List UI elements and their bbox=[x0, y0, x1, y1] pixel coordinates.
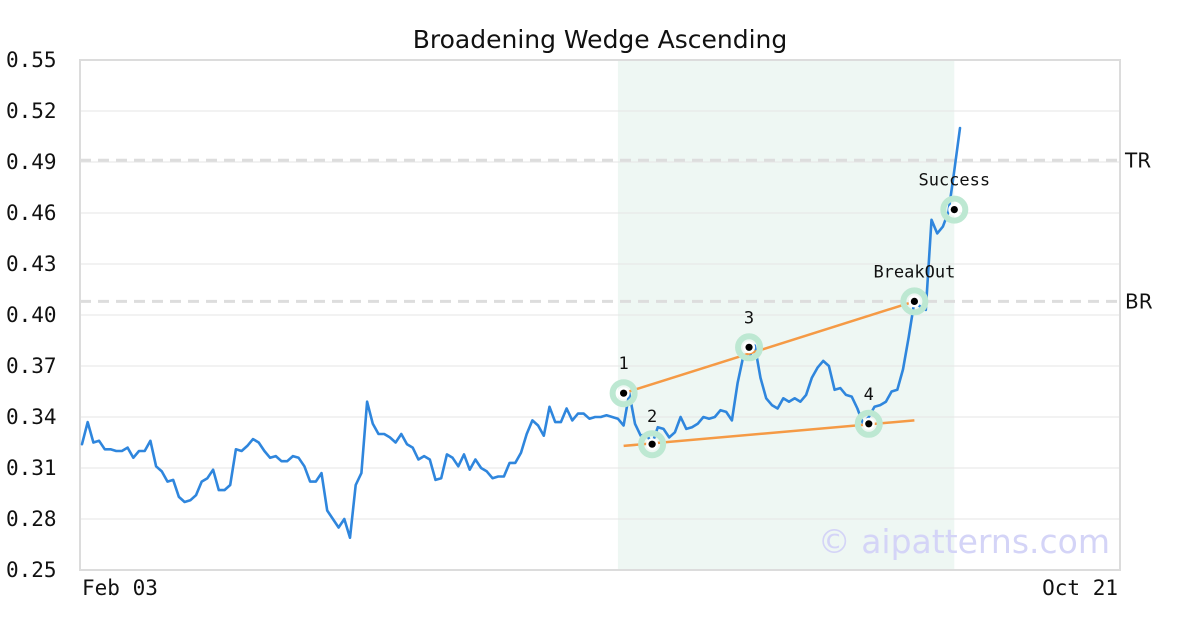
plot-frame bbox=[79, 59, 1121, 571]
pattern-point-4-marker bbox=[865, 420, 873, 428]
y-tick-label: 0.31 bbox=[6, 456, 57, 480]
price-line bbox=[80, 126, 962, 539]
chart-title: Broadening Wedge Ascending bbox=[413, 25, 788, 54]
y-tick-label: 0.46 bbox=[6, 201, 57, 225]
x-tick-label: Oct 21 bbox=[1042, 576, 1118, 600]
success-point-halo bbox=[940, 195, 969, 224]
upper-trendline bbox=[623, 300, 915, 395]
pattern-point-4-label: 4 bbox=[864, 385, 874, 405]
pattern-point-4-halo bbox=[854, 409, 883, 438]
pattern-point-2-marker bbox=[648, 440, 656, 448]
pattern-point-3-halo bbox=[735, 333, 764, 362]
breakout-point-halo bbox=[900, 287, 929, 316]
pattern-points: 1 2 3 4 BreakOut Success bbox=[609, 171, 990, 459]
price-series bbox=[80, 126, 962, 539]
pattern-point-1-label: 1 bbox=[618, 354, 628, 374]
reference-line-label: TR bbox=[1124, 148, 1151, 172]
y-tick-label: 0.37 bbox=[6, 354, 57, 378]
success-point-label: Success bbox=[918, 171, 990, 191]
success-point-marker bbox=[950, 206, 958, 214]
pattern-point-2-label: 2 bbox=[647, 407, 657, 427]
pattern-point-1-halo bbox=[609, 379, 638, 408]
breakout-point-label: BreakOut bbox=[873, 262, 955, 282]
pattern-point-2-halo bbox=[638, 430, 667, 459]
y-axis-ticks: 0.25 0.28 0.31 0.34 0.37 0.40 0.43 0.46 0.49 0.52… bbox=[6, 48, 57, 582]
pattern-point-3-label: 3 bbox=[744, 308, 754, 328]
pattern-point-3-marker bbox=[745, 343, 753, 351]
y-tick-label: 0.40 bbox=[6, 303, 57, 327]
y-tick-label: 0.55 bbox=[6, 48, 57, 72]
y-tick-label: 0.52 bbox=[6, 99, 57, 123]
y-tick-label: 0.25 bbox=[6, 558, 57, 582]
pattern-point-1-marker bbox=[620, 389, 628, 397]
x-axis-ticks: Feb 03 Oct 21 bbox=[82, 576, 1118, 600]
x-tick-label: Feb 03 bbox=[82, 576, 158, 600]
y-tick-label: 0.34 bbox=[6, 405, 57, 429]
reference-lines: TR BR bbox=[80, 148, 1153, 313]
y-tick-label: 0.43 bbox=[6, 252, 57, 276]
y-tick-label: 0.28 bbox=[6, 507, 57, 531]
reference-line-label: BR bbox=[1125, 289, 1153, 313]
breakout-point-marker bbox=[910, 297, 918, 305]
y-tick-label: 0.49 bbox=[6, 150, 57, 174]
watermark: © aipatterns.com bbox=[818, 522, 1110, 561]
